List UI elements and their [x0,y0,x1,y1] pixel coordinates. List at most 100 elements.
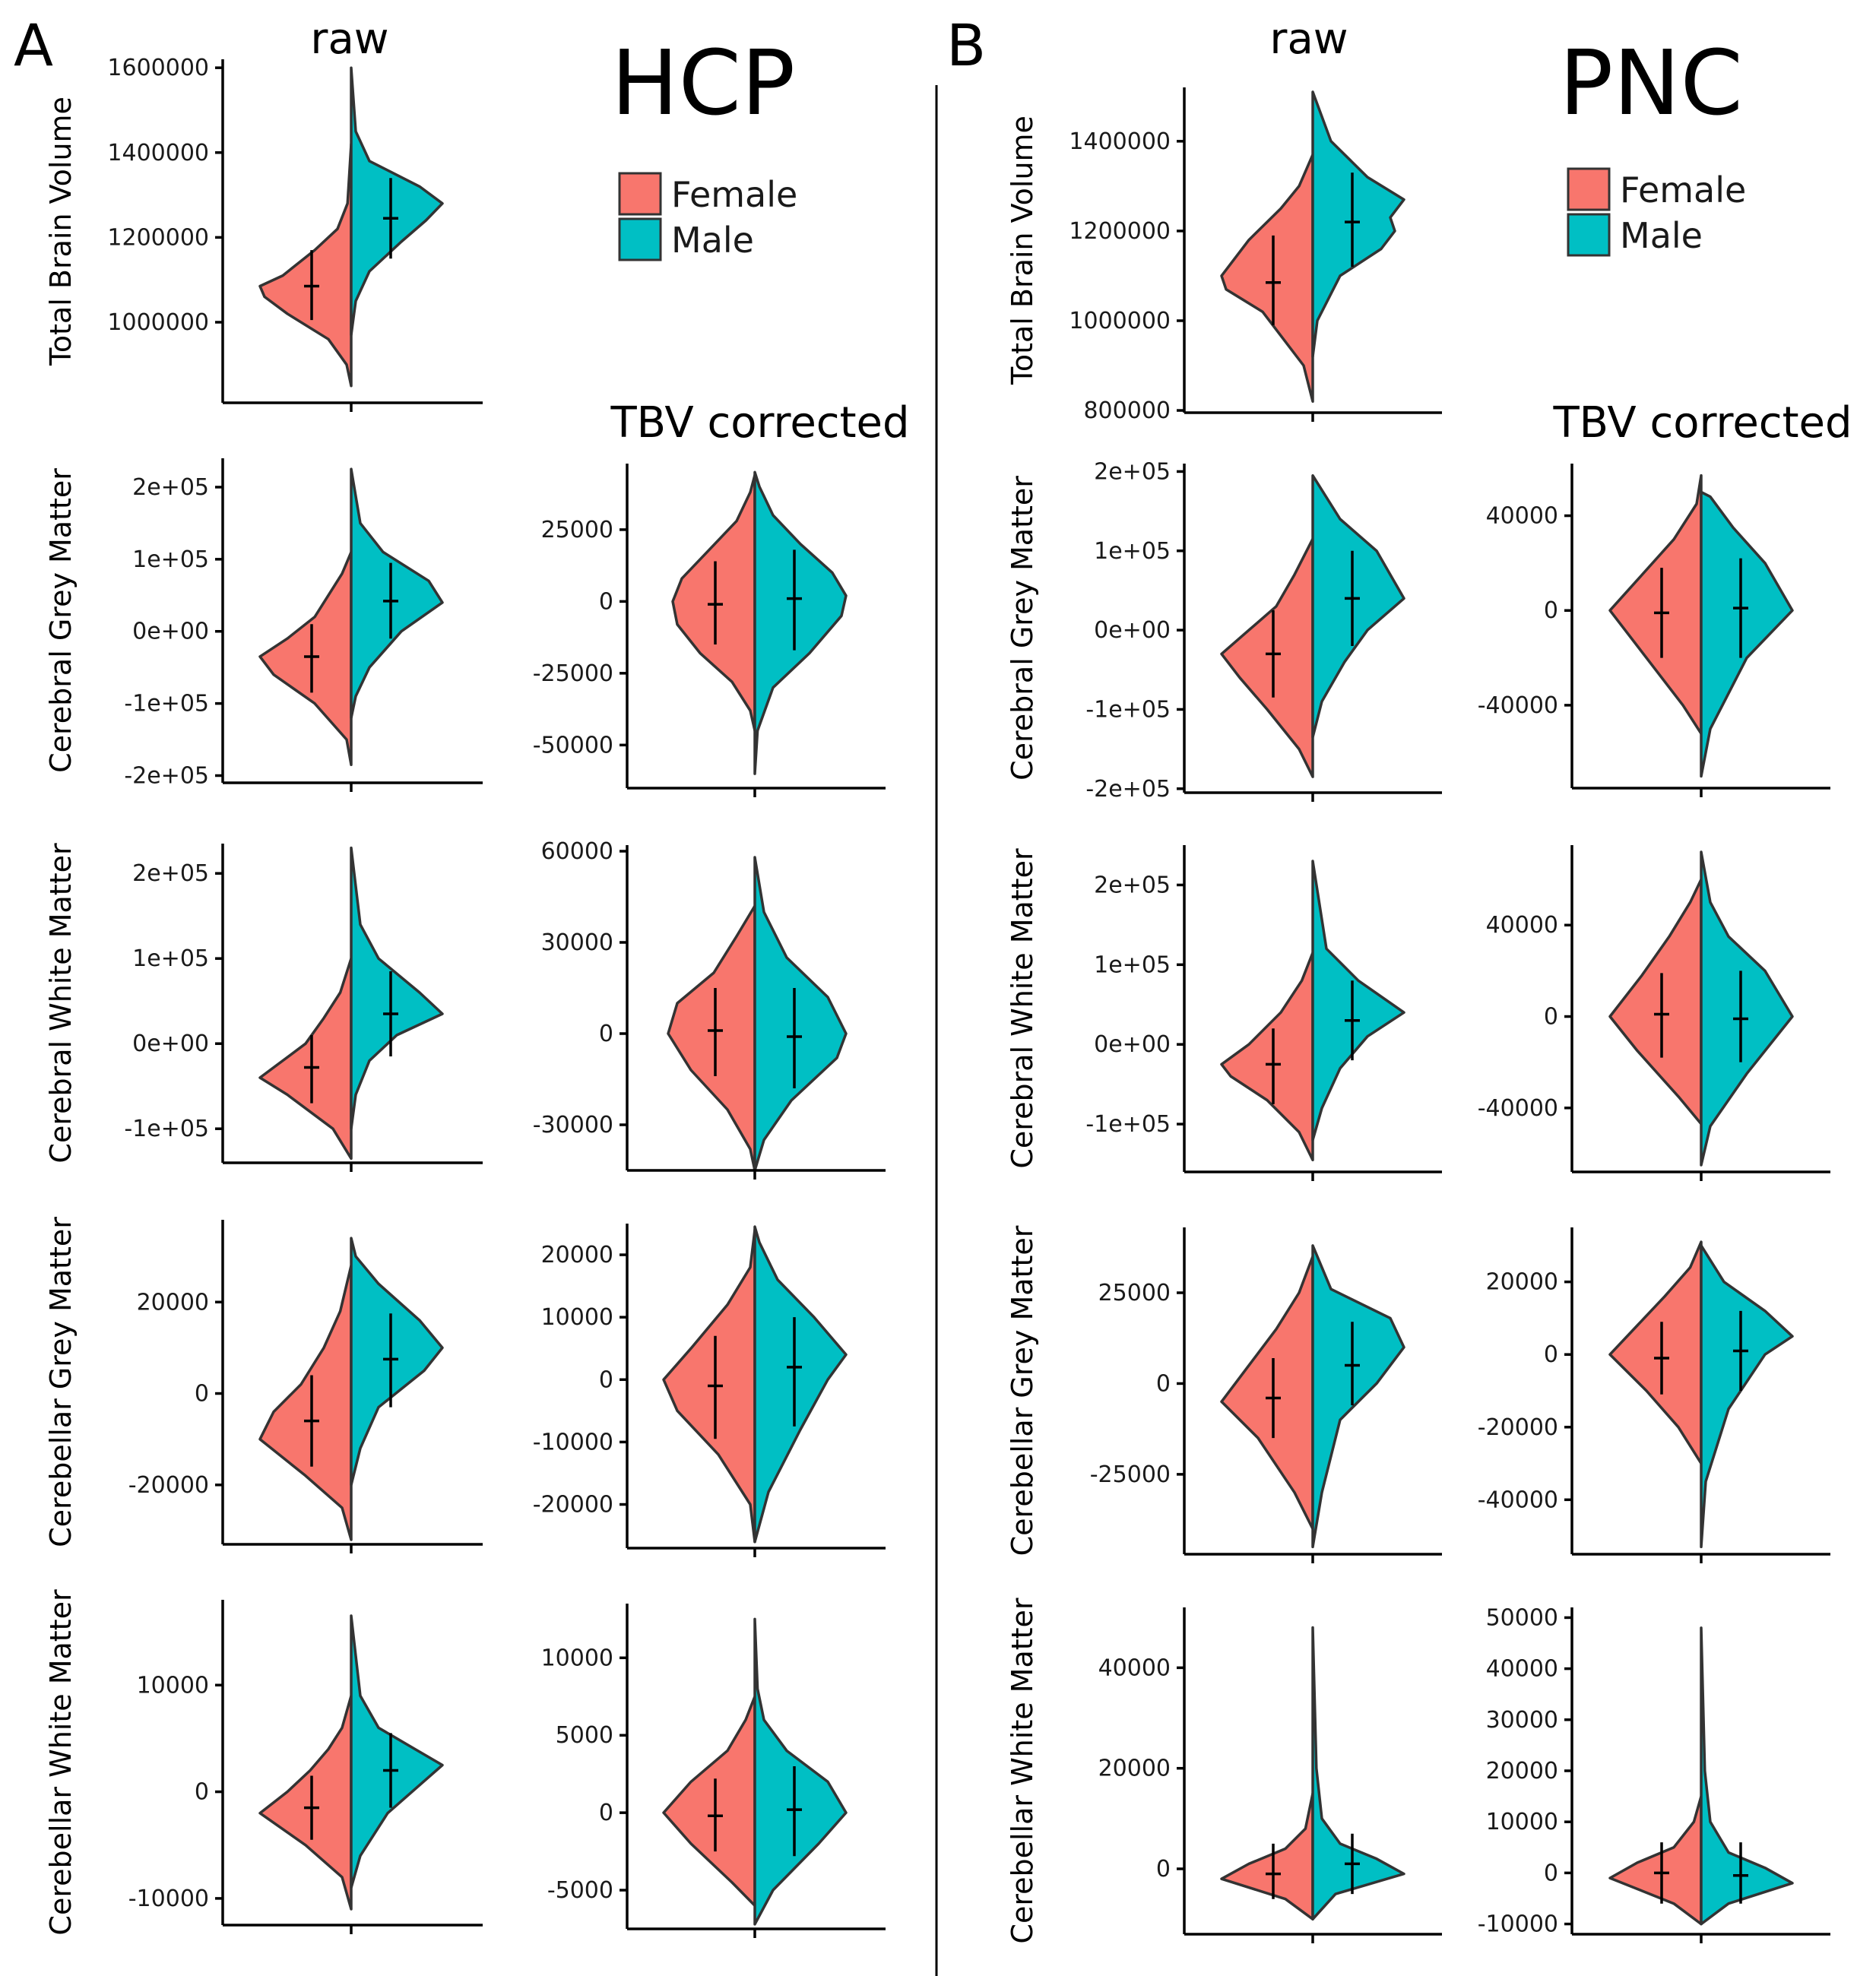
y-tick-label: 2e+05 [132,860,209,887]
female-violin [1608,1794,1703,1926]
chart-pnc_cwm_tbv: -40000 0 40000 [1478,845,1830,1181]
female-violin [1608,1240,1703,1465]
y-tick-label: 1400000 [107,140,209,166]
y-tick-label: -40000 [1478,1487,1558,1513]
chart-pnc_cbgm_raw: -25000 0 25000 Cerebellar Grey Matter [1006,1225,1442,1563]
y-tick-label: 0 [1544,1004,1558,1031]
y-tick-label: 0 [1544,1341,1558,1368]
male-violin [1311,1626,1405,1921]
y-tick-label: -10000 [1478,1911,1558,1938]
female-violin [671,473,756,733]
chart-pnc_cbwm_tbv: -10000 0 10000 20000 30000 40000 50000 [1478,1604,1830,1943]
chart-pnc_cbgm_tbv: -40000 -20000 0 20000 [1478,1227,1830,1563]
y-axis-label: Cerebellar Grey Matter [1006,1225,1039,1556]
chart-hcp_cbgm_raw: -20000 0 20000 Cerebellar Grey Matter [44,1217,483,1553]
chart-pnc_cgm_tbv: -40000 0 40000 [1478,464,1830,797]
y-tick-label: 10000 [541,1304,613,1331]
y-tick-label: -25000 [533,660,613,687]
y-tick-label: 30000 [541,929,613,956]
y-tick-label: 2e+05 [1094,872,1171,898]
female-violin [1220,1792,1314,1921]
chart-pnc_tbv_raw: 800000 1000000 1200000 1400000 Total Brain V… [1006,87,1442,424]
y-tick-label: 1e+05 [1094,538,1171,565]
male-violin [1311,860,1405,1142]
y-tick-label: 2e+05 [132,474,209,501]
y-tick-label: 20000 [1486,1269,1558,1296]
legend-female-swatch [618,172,662,216]
y-tick-label: 20000 [1098,1756,1171,1782]
y-tick-label: -2e+05 [1085,776,1171,803]
female-violin [1608,878,1703,1126]
y-tick-label: 40000 [1486,912,1558,939]
pnc-title: PNC [1559,30,1743,135]
y-tick-label: 40000 [1486,1656,1558,1683]
y-tick-label: 40000 [1098,1655,1171,1681]
female-violin [258,142,353,388]
hcp-raw-header: raw [310,14,388,64]
pnc-tbv-corrected-header: TBV corrected [1552,398,1852,448]
female-violin [258,1264,353,1541]
y-tick-label: 0 [1156,1370,1171,1397]
y-tick-label: -1e+05 [124,1116,209,1142]
y-tick-label: 5000 [556,1722,613,1749]
chart-pnc_cbwm_raw: 0 20000 40000 Cerebellar White Matter [1006,1598,1442,1944]
y-tick-label: 0 [1544,597,1558,624]
male-violin [1700,490,1794,778]
y-tick-label: 0 [195,1779,209,1806]
y-tick-label: -40000 [1478,692,1558,719]
female-violin [1220,153,1314,403]
hcp-title: HCP [611,30,795,135]
y-tick-label: 20000 [1486,1758,1558,1784]
y-tick-label: 800000 [1083,397,1171,424]
y-tick-label: 40000 [1486,503,1558,530]
y-tick-label: 0e+00 [1094,1031,1171,1058]
y-tick-label: 0e+00 [132,1031,209,1057]
chart-pnc_cgm_raw: -2e+05 -1e+05 0e+00 1e+05 2e+05 Cerebral Grey… [1006,458,1442,803]
y-axis-label: Total Brain Volume [1006,116,1039,385]
male-violin [1311,473,1405,739]
chart-hcp_cbwm_tbv: -5000 0 5000 10000 [541,1604,886,1938]
chart-hcp_tbv_raw: 1000000 1200000 1400000 1600000 Total Brain … [44,55,483,412]
male-violin [350,1237,444,1487]
female-violin [1220,1255,1314,1531]
y-axis-label: Cerebellar White Matter [44,1589,78,1936]
y-tick-label: 25000 [541,517,613,543]
y-tick-label: 1200000 [107,224,209,251]
y-axis-label: Total Brain Volume [44,97,78,366]
y-tick-label: -25000 [1090,1461,1171,1488]
y-axis-label: Cerebellar Grey Matter [44,1217,78,1547]
legend-female-label: Female [671,174,797,215]
chart-pnc_cwm_raw: -1e+05 0e+00 1e+05 2e+05 Cerebral White Matt… [1006,845,1442,1181]
y-tick-label: 0 [599,588,613,615]
panel-letter-a: A [14,11,53,79]
pnc-raw-header: raw [1269,14,1348,64]
y-tick-label: -20000 [533,1492,613,1518]
male-violin [1700,1244,1794,1549]
y-tick-label: 50000 [1486,1604,1558,1631]
legend-male-label: Male [671,220,754,261]
chart-hcp_cgm_raw: -2e+05 -1e+05 0e+00 1e+05 2e+05 Cerebral Grey… [44,458,483,792]
y-tick-label: -20000 [1478,1414,1558,1441]
y-tick-label: 1e+05 [132,945,209,972]
y-tick-label: -1e+05 [1085,696,1171,723]
legend-female-swatch [1567,167,1611,211]
y-tick-label: 0 [1156,1856,1171,1883]
y-tick-label: -10000 [128,1886,209,1912]
male-violin [753,856,848,1172]
female-violin [258,957,353,1161]
y-tick-label: 1200000 [1069,218,1171,245]
y-tick-label: 1000000 [107,309,209,336]
y-tick-label: 1e+05 [132,546,209,573]
y-tick-label: -40000 [1478,1095,1558,1122]
y-axis-label: Cerebral Grey Matter [1006,476,1039,781]
y-tick-label: 25000 [1098,1280,1171,1306]
y-axis-label: Cerebral White Matter [1006,848,1039,1169]
male-violin [753,1225,848,1544]
female-violin [662,1695,756,1908]
y-tick-label: 10000 [541,1645,613,1671]
y-tick-label: 2e+05 [1094,458,1171,485]
male-violin [350,1614,444,1889]
legend-hcp: Female Male [618,172,797,261]
